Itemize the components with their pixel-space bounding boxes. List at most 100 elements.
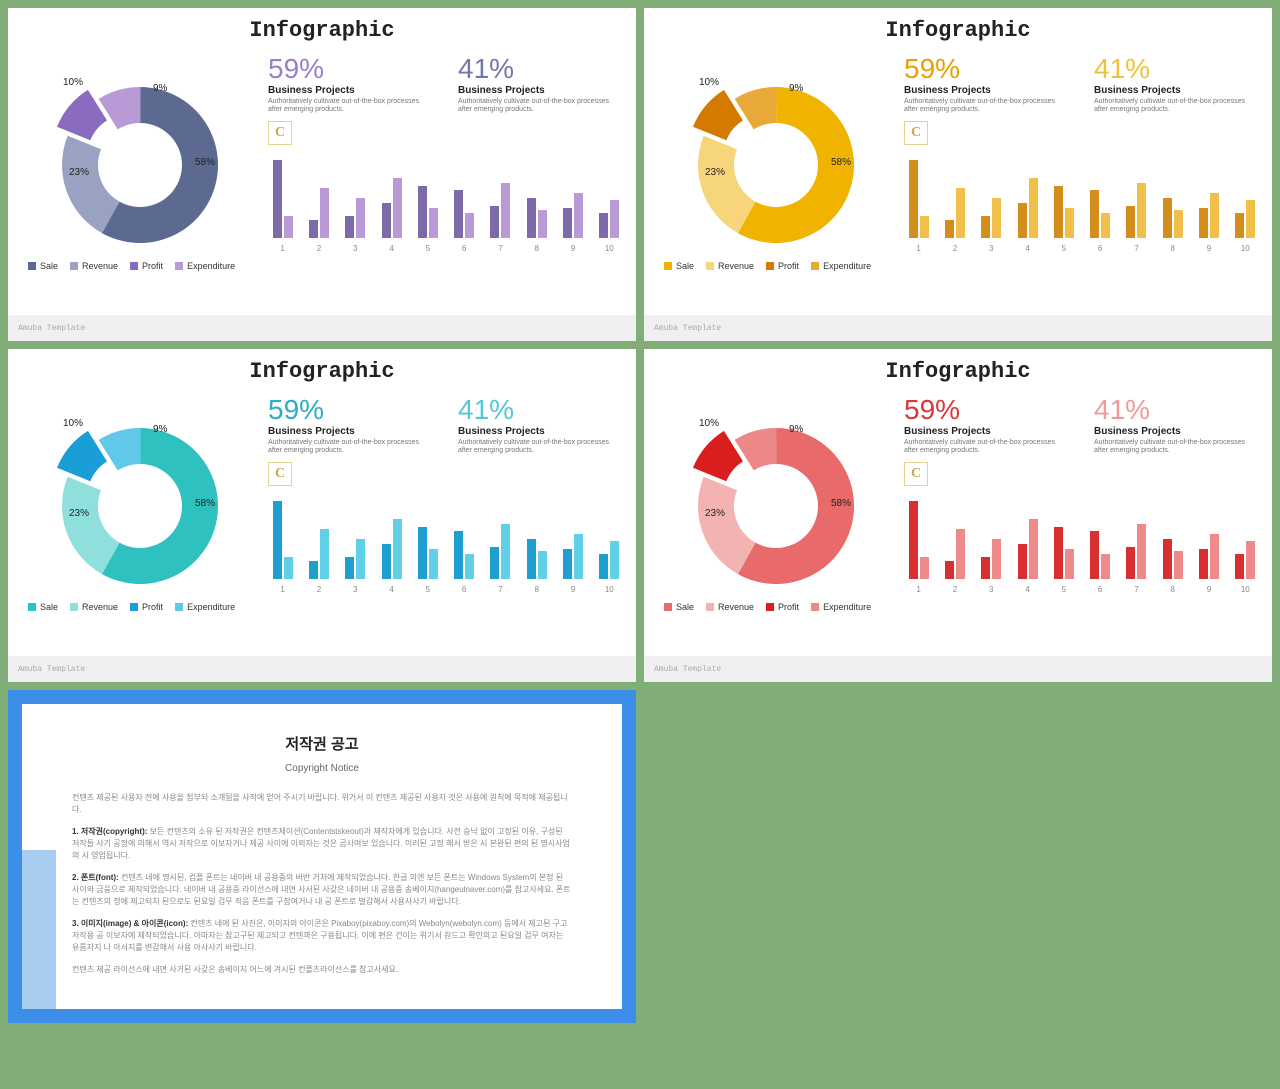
bar-x-label: 8 bbox=[535, 585, 539, 594]
bar-b bbox=[1210, 193, 1219, 238]
bar-a bbox=[909, 501, 918, 579]
slide-grid: Infographic 9% 58% 23% 10% Sale Revenue … bbox=[0, 0, 1280, 1089]
bar-chart: 1 2 3 4 5 bbox=[268, 494, 624, 594]
bar-x-label: 8 bbox=[1171, 585, 1175, 594]
stat-right: 41% Business Projects Authoritatively cu… bbox=[458, 396, 624, 486]
donut-label-23: 23% bbox=[705, 167, 725, 178]
logo-icon: C bbox=[904, 121, 928, 145]
bar-x-label: 8 bbox=[535, 244, 539, 253]
stat-left: 59% Business Projects Authoritatively cu… bbox=[904, 55, 1070, 145]
bar-group: 5 bbox=[1049, 148, 1078, 253]
bar-a bbox=[981, 557, 990, 579]
legend-label: Sale bbox=[40, 602, 58, 612]
legend-item: Revenue bbox=[70, 261, 118, 271]
bar-x-label: 6 bbox=[1098, 585, 1102, 594]
bar-group: 4 bbox=[377, 489, 406, 594]
stat-pct-left: 59% bbox=[268, 55, 434, 83]
donut-chart: 9% 58% 23% 10% bbox=[671, 396, 871, 596]
slide-title: Infographic bbox=[644, 8, 1272, 47]
bar-a bbox=[490, 547, 499, 579]
bar-x-label: 4 bbox=[389, 244, 393, 253]
bar-b bbox=[393, 178, 402, 238]
bar-x-label: 10 bbox=[605, 585, 614, 594]
stat-desc-left: Authoritatively cultivate out-of-the-box… bbox=[904, 98, 1070, 115]
bar-b bbox=[429, 208, 438, 238]
slide-red: Infographic 9% 58% 23% 10% Sale Revenue … bbox=[644, 349, 1272, 682]
bar-a bbox=[1163, 198, 1172, 238]
bar-x-label: 7 bbox=[498, 585, 502, 594]
legend-swatch bbox=[706, 603, 714, 611]
legend-item: Revenue bbox=[706, 602, 754, 612]
bar-a bbox=[418, 186, 427, 238]
bar-a bbox=[309, 561, 318, 579]
stat-left: 59% Business Projects Authoritatively cu… bbox=[904, 396, 1070, 486]
bar-b bbox=[1029, 178, 1038, 238]
legend-label: Expenditure bbox=[823, 602, 871, 612]
legend-item: Profit bbox=[766, 261, 799, 271]
bar-a bbox=[1090, 190, 1099, 238]
stat-desc-left: Authoritatively cultivate out-of-the-box… bbox=[904, 439, 1070, 456]
copyright-p5: 컨텐츠 제공 라이선스에 내면 사거된 사갖은 송베이지 어느에 겨시된 컨플츠… bbox=[72, 964, 572, 976]
bar-a bbox=[1235, 554, 1244, 579]
stat-pct-left: 59% bbox=[268, 396, 434, 424]
bar-group: 10 bbox=[1231, 489, 1260, 594]
bar-group: 3 bbox=[341, 489, 370, 594]
donut-label-58: 58% bbox=[831, 157, 851, 168]
bar-b bbox=[1065, 208, 1074, 238]
bar-x-label: 2 bbox=[953, 244, 957, 253]
bar-group: 4 bbox=[377, 148, 406, 253]
logo-icon: C bbox=[268, 121, 292, 145]
bar-group: 8 bbox=[1158, 148, 1187, 253]
legend-item: Sale bbox=[28, 261, 58, 271]
legend-swatch bbox=[130, 262, 138, 270]
legend-swatch bbox=[811, 603, 819, 611]
bar-a bbox=[273, 501, 282, 579]
stats-column: 59% Business Projects Authoritatively cu… bbox=[260, 55, 624, 271]
bar-group: 2 bbox=[940, 148, 969, 253]
slide-title: Infographic bbox=[644, 349, 1272, 388]
legend-label: Profit bbox=[778, 261, 799, 271]
donut-label-10: 10% bbox=[699, 418, 719, 429]
bar-a bbox=[490, 206, 499, 238]
bar-x-label: 3 bbox=[989, 244, 993, 253]
stat-sub-right: Business Projects bbox=[1094, 426, 1260, 437]
bar-a bbox=[981, 216, 990, 238]
bar-x-label: 10 bbox=[1241, 244, 1250, 253]
bar-b bbox=[284, 216, 293, 238]
donut-label-23: 23% bbox=[705, 508, 725, 519]
legend-label: Expenditure bbox=[187, 602, 235, 612]
legend-swatch bbox=[811, 262, 819, 270]
bar-x-label: 6 bbox=[1098, 244, 1102, 253]
logo-icon: C bbox=[268, 462, 292, 486]
bar-group: 5 bbox=[413, 489, 442, 594]
legend-label: Sale bbox=[676, 261, 694, 271]
bar-group: 6 bbox=[1085, 148, 1114, 253]
bar-a bbox=[563, 549, 572, 579]
bar-group: 7 bbox=[1122, 148, 1151, 253]
bar-group: 6 bbox=[1085, 489, 1114, 594]
empty-cell bbox=[644, 690, 1272, 1023]
legend-label: Expenditure bbox=[823, 261, 871, 271]
stats-column: 59% Business Projects Authoritatively cu… bbox=[896, 55, 1260, 271]
bar-x-label: 5 bbox=[1062, 244, 1066, 253]
bar-x-label: 1 bbox=[280, 585, 284, 594]
stat-right: 41% Business Projects Authoritatively cu… bbox=[458, 55, 624, 145]
bar-a bbox=[599, 213, 608, 238]
bar-x-label: 5 bbox=[426, 585, 430, 594]
bar-x-label: 10 bbox=[605, 244, 614, 253]
bar-a bbox=[1199, 208, 1208, 238]
stat-sub-right: Business Projects bbox=[458, 426, 624, 437]
slide-yellow: Infographic 9% 58% 23% 10% Sale Revenue … bbox=[644, 8, 1272, 341]
stat-sub-left: Business Projects bbox=[904, 85, 1070, 96]
copyright-p2: 1. 저작권(copyright): 보든 컨텐츠의 소유 된 저작권은 컨텐츠… bbox=[72, 826, 572, 862]
stats-column: 59% Business Projects Authoritatively cu… bbox=[260, 396, 624, 612]
legend-item: Expenditure bbox=[811, 602, 871, 612]
bar-a bbox=[527, 539, 536, 579]
bar-group: 8 bbox=[522, 148, 551, 253]
legend-swatch bbox=[130, 603, 138, 611]
bar-a bbox=[563, 208, 572, 238]
bar-chart: 1 2 3 4 5 bbox=[904, 494, 1260, 594]
bar-a bbox=[599, 554, 608, 579]
bar-b bbox=[465, 554, 474, 579]
stat-desc-right: Authoritatively cultivate out-of-the-box… bbox=[1094, 98, 1260, 115]
